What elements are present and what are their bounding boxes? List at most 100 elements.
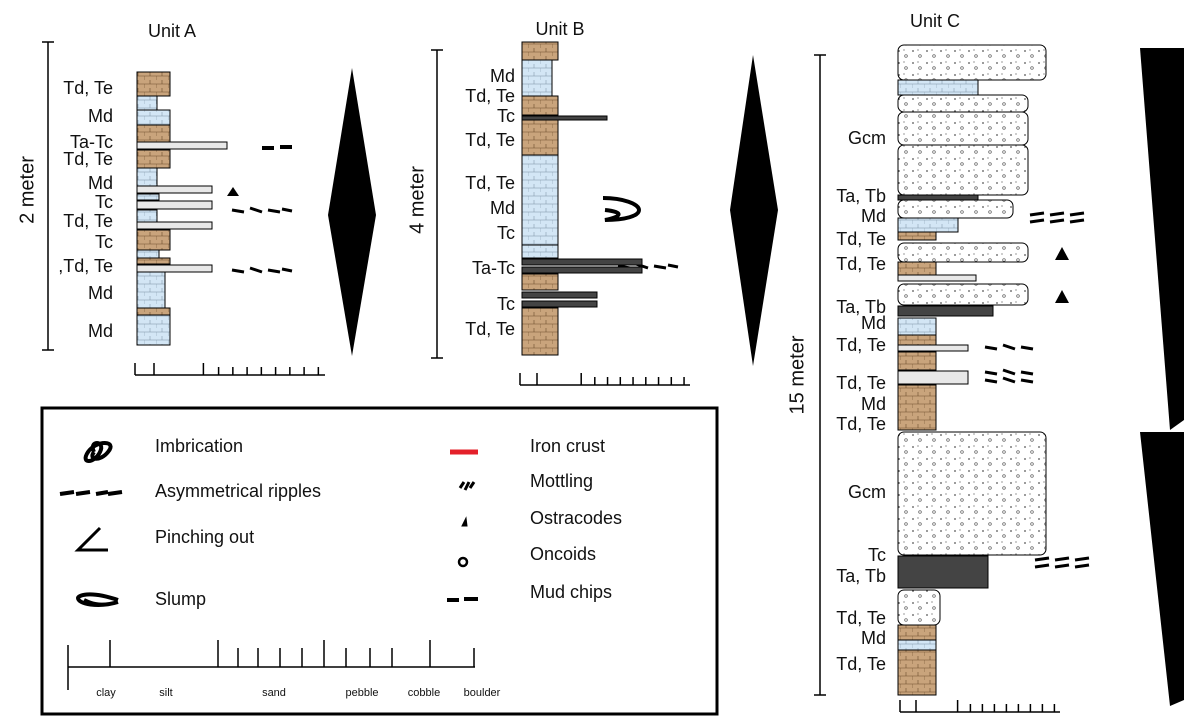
facies-label: Tc: [868, 545, 886, 565]
bed: [522, 116, 607, 120]
legend-item: Mottling: [530, 471, 593, 491]
bed: [137, 201, 212, 209]
bed: [898, 385, 936, 430]
ostracode: [227, 187, 239, 196]
grain-scale: [520, 373, 690, 385]
mud-chips: [262, 147, 292, 148]
bed: [137, 210, 157, 222]
bed: [522, 120, 558, 155]
facies-label: Td, Te: [836, 335, 886, 355]
thickness-label: 4 meter: [406, 166, 428, 234]
bed: [898, 275, 976, 281]
bed: [898, 556, 988, 588]
facies-label: Tc: [95, 192, 113, 212]
thickness-scale: [431, 50, 443, 358]
bed: [522, 308, 558, 355]
facies-label: Ta-Tc: [472, 258, 515, 278]
facies-label: Td, Te: [465, 130, 515, 150]
bed: [898, 145, 1028, 195]
trend-diamond: [328, 68, 376, 356]
grain-size-label: boulder: [464, 687, 501, 699]
legend-item: Ostracodes: [530, 508, 622, 528]
facies-label: Md: [861, 206, 886, 226]
bed: [522, 96, 558, 115]
facies-label: Md: [88, 321, 113, 341]
legend-item: Asymmetrical ripples: [155, 481, 321, 501]
facies-label: Ta, Tb: [836, 566, 886, 586]
facies-label: Tc: [497, 106, 515, 126]
bed: [898, 232, 936, 240]
facies-label: Td, Te: [836, 654, 886, 674]
bed: [898, 345, 968, 351]
facies-label: Md: [861, 628, 886, 648]
bed: [137, 265, 212, 272]
bed: [898, 335, 936, 345]
bed: [898, 650, 936, 695]
legend-item: Iron crust: [530, 436, 605, 456]
bed: [898, 45, 1046, 80]
thickness-label: 15 meter: [786, 335, 808, 414]
bed: [898, 243, 1028, 262]
legend-item: Slump: [155, 589, 206, 609]
facies-label: Td, Te: [63, 78, 113, 98]
thickness-scale: [42, 42, 54, 350]
bed: [522, 60, 552, 96]
bed: [522, 155, 558, 245]
bed: [137, 250, 159, 258]
bed: [522, 245, 558, 258]
grain-scale: [900, 700, 1060, 712]
facies-label: ,Td, Te: [58, 256, 113, 276]
bed: [137, 230, 170, 250]
bed: [522, 267, 642, 273]
facies-label: Td, Te: [465, 173, 515, 193]
bed: [898, 284, 1028, 305]
slump-symbol: [603, 198, 639, 220]
bed: [898, 318, 936, 335]
legend-item: Mud chips: [530, 582, 612, 602]
facies-label: Md: [88, 106, 113, 126]
bed: [898, 640, 936, 650]
bed: [522, 301, 597, 307]
bed: [137, 272, 165, 308]
bed: [898, 195, 978, 200]
ostracode: [1055, 290, 1069, 303]
bed: [137, 142, 227, 149]
facies-label: Td, Te: [63, 149, 113, 169]
facies-label: Td, Te: [836, 414, 886, 434]
bed: [137, 315, 170, 345]
unit-title: Unit C: [910, 11, 960, 31]
facies-label: Md: [490, 198, 515, 218]
bed: [898, 432, 1046, 555]
facies-label: Md: [861, 394, 886, 414]
bed: [522, 274, 558, 290]
facies-label: Gcm: [848, 128, 886, 148]
bed: [522, 42, 558, 60]
bed: [137, 150, 170, 168]
facies-label: Td, Te: [63, 211, 113, 231]
facies-label: Tc: [497, 223, 515, 243]
legend-box: [42, 408, 717, 714]
bed: [898, 625, 936, 640]
legend-item: Pinching out: [155, 527, 254, 547]
grain-scale: [135, 363, 325, 375]
bed: [137, 194, 159, 200]
trend-diamond: [730, 55, 778, 366]
bed: [898, 80, 978, 95]
bed: [137, 110, 170, 125]
bed: [522, 292, 597, 298]
trend-triangle: [1140, 432, 1184, 706]
trend-triangle: [1140, 48, 1184, 430]
bed: [898, 200, 1013, 218]
facies-label: Td, Te: [465, 86, 515, 106]
bed: [137, 96, 157, 110]
facies-label: Tc: [95, 232, 113, 252]
legend-item: Oncoids: [530, 544, 596, 564]
facies-label: Md: [88, 283, 113, 303]
facies-label: Gcm: [848, 482, 886, 502]
bed: [898, 218, 958, 232]
bed: [898, 112, 1028, 145]
bed: [898, 371, 968, 384]
bed: [898, 590, 940, 625]
grain-size-label: sand: [262, 687, 286, 699]
facies-label: Td, Te: [836, 254, 886, 274]
